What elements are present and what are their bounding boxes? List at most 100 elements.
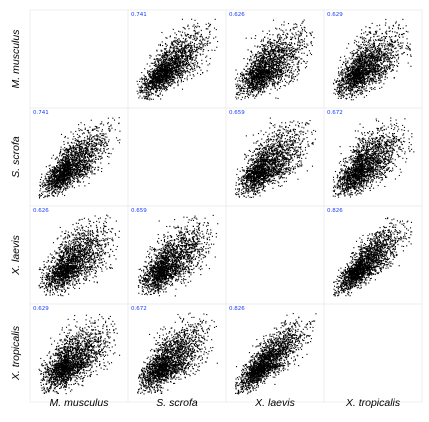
data-point [173, 76, 175, 78]
data-point [276, 89, 278, 91]
data-point [264, 67, 266, 69]
data-point [174, 41, 176, 43]
data-point [181, 56, 183, 58]
data-point [163, 48, 166, 50]
data-point [251, 88, 253, 90]
data-point [183, 55, 185, 57]
data-point [297, 67, 299, 69]
data-point [175, 54, 177, 56]
data-point [254, 88, 257, 91]
data-point [254, 71, 256, 73]
data-point [180, 59, 182, 61]
data-point [152, 71, 155, 73]
data-point [180, 74, 182, 76]
data-point [276, 82, 278, 84]
data-point [155, 82, 157, 84]
data-point [174, 82, 176, 84]
data-point [151, 76, 153, 78]
data-point [145, 96, 147, 98]
data-point [152, 93, 155, 95]
data-point [256, 46, 258, 48]
data-point [351, 55, 353, 57]
data-point [168, 70, 171, 72]
data-point [369, 74, 371, 76]
data-point [181, 55, 183, 57]
data-point [243, 85, 246, 87]
data-point [260, 88, 262, 90]
data-point [284, 75, 286, 77]
data-point [280, 78, 282, 81]
data-point [272, 64, 274, 66]
data-point [255, 85, 257, 87]
data-point [247, 93, 249, 95]
data-point [190, 41, 192, 43]
data-point [281, 69, 283, 71]
data-point [154, 75, 156, 77]
data-point [269, 52, 271, 54]
data-point [373, 54, 375, 56]
data-point [145, 77, 147, 79]
data-point [257, 93, 259, 95]
data-point [261, 48, 263, 50]
data-point [277, 40, 280, 42]
data-point [293, 70, 295, 72]
data-point [364, 46, 366, 48]
data-point [246, 87, 248, 89]
data-point [143, 96, 145, 98]
data-point [263, 71, 266, 73]
data-point [356, 48, 358, 50]
data-point [250, 75, 252, 78]
data-point [271, 65, 273, 67]
data-point [265, 76, 268, 78]
data-point [195, 60, 198, 62]
data-point [294, 37, 296, 39]
data-point [267, 66, 269, 68]
data-point [168, 74, 170, 76]
data-point [283, 60, 285, 62]
data-point [145, 88, 147, 90]
data-point [156, 70, 158, 72]
data-point [137, 93, 139, 95]
data-point [173, 60, 175, 62]
data-point [296, 56, 298, 58]
data-point [255, 55, 257, 57]
data-point [172, 73, 174, 75]
data-point [269, 50, 271, 52]
data-point [165, 90, 167, 92]
data-point [188, 43, 190, 45]
data-point [176, 77, 178, 79]
data-point [242, 73, 244, 75]
data-point [180, 50, 182, 52]
data-point [196, 63, 199, 65]
data-point [286, 69, 288, 71]
data-point [275, 61, 277, 63]
data-point [177, 51, 179, 53]
data-point [273, 49, 275, 51]
data-point [284, 85, 286, 87]
data-point [185, 45, 187, 47]
data-point [177, 60, 179, 62]
data-point [270, 58, 272, 60]
data-point [190, 56, 192, 58]
data-point [171, 42, 174, 44]
data-point [163, 51, 165, 53]
data-point [200, 73, 202, 76]
data-point [247, 68, 249, 70]
data-point [302, 40, 304, 42]
data-point [180, 49, 182, 51]
data-point [167, 83, 170, 85]
data-point [179, 63, 181, 65]
data-point [182, 61, 184, 63]
data-point [193, 42, 196, 45]
data-point [164, 63, 166, 65]
data-point [189, 56, 191, 58]
data-point [141, 85, 143, 87]
data-point [183, 66, 185, 68]
data-point [154, 63, 156, 66]
data-point [248, 77, 250, 79]
data-point [158, 62, 160, 64]
data-point [257, 69, 259, 71]
data-point [268, 58, 270, 60]
data-point [278, 39, 280, 41]
data-point [166, 62, 168, 64]
